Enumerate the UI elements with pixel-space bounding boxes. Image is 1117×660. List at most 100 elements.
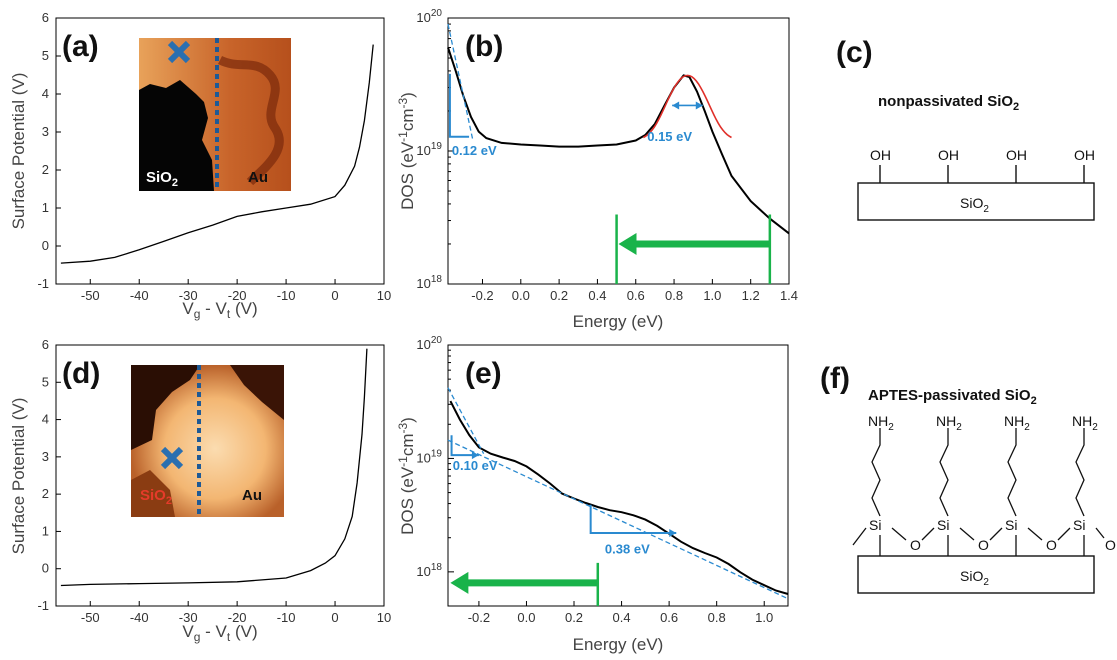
plot-a-frame xyxy=(55,17,385,285)
y-tick-label: 4 xyxy=(42,86,49,101)
plot-e-xlabel: Energy (eV) xyxy=(573,635,664,654)
gaussian-fit-line xyxy=(642,74,732,139)
x-tick-label: -0.2 xyxy=(471,288,493,303)
x-tick-label: 0.8 xyxy=(665,288,683,303)
plot-e-ylabel: DOS (eV-1cm-3) xyxy=(396,417,417,535)
y-tick-label: 2 xyxy=(42,162,49,177)
plot-e-ticks: -0.2 0.0 0.2 0.4 0.6 0.8 1.0 1018 1019 1020 xyxy=(416,335,773,625)
x-tick-label: 10 xyxy=(377,288,391,303)
amine-label: NH2 xyxy=(868,413,894,433)
tail-fit-line xyxy=(447,23,474,141)
plot-b-ticks: -0.2 0.0 0.2 0.4 0.6 0.8 1.0 1.2 1.4 1018 1019 1020 xyxy=(416,8,798,303)
amine-label: NH2 xyxy=(1004,413,1030,433)
plot-d-frame xyxy=(55,344,385,607)
energy-window-arrowhead xyxy=(450,571,469,594)
annotation-label: 0.15 eV xyxy=(647,129,692,144)
panel-f-aptes-chains: NH2 NH2 NH2 NH2 Si Si Si Si O O O O xyxy=(852,413,1116,556)
hydroxyl-label: OH xyxy=(870,147,891,163)
panel-f-title: APTES-passivated SiO2 xyxy=(868,387,1037,407)
hydroxyl-label: OH xyxy=(938,147,959,163)
panel-f-substrate xyxy=(857,555,1095,594)
y-tick-label: 1019 xyxy=(416,141,442,158)
panel-label-a: (a) xyxy=(62,30,99,63)
y-tick-label: 5 xyxy=(42,48,49,63)
inset-afm-image-a: SiO2 Au xyxy=(139,38,291,191)
panel-label-f: (f) xyxy=(820,362,850,395)
silicon-label: Si xyxy=(1005,517,1017,533)
slope-triangle xyxy=(448,73,470,138)
plot-a-xlabel: Vg - Vt (V) xyxy=(182,299,257,321)
inset-a-right-label: Au xyxy=(248,169,268,186)
plot-d-xlabel: Vg - Vt (V) xyxy=(182,622,257,644)
x-tick-label: 1.4 xyxy=(780,288,798,303)
x-tick-label: -50 xyxy=(81,288,100,303)
x-tick-label: 0.6 xyxy=(660,610,678,625)
plot-b-ylabel: DOS (eV-1cm-3) xyxy=(396,92,417,210)
annotation-label: 0.10 eV xyxy=(453,458,498,473)
hydroxyl-label: OH xyxy=(1074,147,1095,163)
x-tick-label: 1.0 xyxy=(755,610,773,625)
silicon-label: Si xyxy=(937,517,949,533)
x-tick-label: 1.0 xyxy=(703,288,721,303)
panel-label-b: (b) xyxy=(465,30,503,63)
annotation-label: 0.12 eV xyxy=(452,143,497,158)
x-tick-label: 0 xyxy=(331,288,338,303)
inset-d-right-label: Au xyxy=(242,487,262,504)
plot-e: -0.2 0.0 0.2 0.4 0.6 0.8 1.0 1018 1019 1020 0.10 … xyxy=(396,335,789,654)
x-tick-label: 0.0 xyxy=(517,610,535,625)
panel-f-schematic: (f) APTES-passivated SiO2 SiO2 NH2 NH2 N… xyxy=(820,362,1116,594)
amine-label: NH2 xyxy=(936,413,962,433)
tail-fit-line xyxy=(447,439,789,600)
y-tick-label: 6 xyxy=(42,337,49,352)
x-tick-label: -10 xyxy=(277,610,296,625)
y-tick-label: -1 xyxy=(37,276,49,291)
slope-triangle xyxy=(450,435,479,457)
plot-e-series-line xyxy=(449,400,789,595)
inset-afm-image-d: SiO2 Au xyxy=(131,365,284,517)
fwhm-arrowheads xyxy=(672,101,703,110)
slope-triangle xyxy=(589,504,677,535)
y-tick-label: 1019 xyxy=(416,448,442,465)
y-tick-label: 5 xyxy=(42,374,49,389)
plot-d-series-line xyxy=(60,348,368,587)
x-tick-label: -10 xyxy=(277,288,296,303)
x-tick-label: -30 xyxy=(179,288,198,303)
plot-b: -0.2 0.0 0.2 0.4 0.6 0.8 1.0 1.2 1.4 1018 1019 1020… xyxy=(396,8,798,331)
y-tick-label: 0 xyxy=(42,238,49,253)
panel-f-substrate-label: SiO2 xyxy=(960,568,989,588)
y-tick-label: 3 xyxy=(42,449,49,464)
plot-d-ylabel: Surface Potential (V) xyxy=(9,398,28,555)
plot-b-annotations: 0.12 eV 0.15 eV xyxy=(447,23,772,284)
amine-label: NH2 xyxy=(1072,413,1098,433)
plot-b-series-line xyxy=(447,47,790,235)
panel-c-substrate xyxy=(857,182,1095,221)
x-tick-label: 0.2 xyxy=(550,288,568,303)
x-tick-label: 0.4 xyxy=(613,610,631,625)
y-tick-label: 1 xyxy=(42,523,49,538)
x-tick-label: 1.2 xyxy=(742,288,760,303)
x-tick-label: -0.2 xyxy=(468,610,490,625)
energy-window-arrowhead xyxy=(618,232,637,255)
tail-fit-line xyxy=(447,387,485,455)
x-tick-label: 0.4 xyxy=(588,288,606,303)
y-tick-label: 1 xyxy=(42,200,49,215)
y-tick-label: 1018 xyxy=(416,562,442,579)
x-tick-label: -50 xyxy=(81,610,100,625)
y-tick-label: 3 xyxy=(42,124,49,139)
plot-a-series-line xyxy=(60,44,374,264)
panel-label-e: (e) xyxy=(465,357,502,390)
panel-label-c: (c) xyxy=(836,36,873,69)
oxygen-label: O xyxy=(1046,537,1057,553)
annotation-label: 0.38 eV xyxy=(605,542,650,557)
panel-c-oh-groups: OH OH OH OH xyxy=(870,147,1095,183)
x-tick-label: -40 xyxy=(130,610,149,625)
probe-marker-icon xyxy=(167,40,191,64)
inset-d-left-label: SiO2 xyxy=(140,487,172,507)
oxygen-label: O xyxy=(1105,537,1116,553)
hydroxyl-label: OH xyxy=(1006,147,1027,163)
y-tick-label: 2 xyxy=(42,486,49,501)
